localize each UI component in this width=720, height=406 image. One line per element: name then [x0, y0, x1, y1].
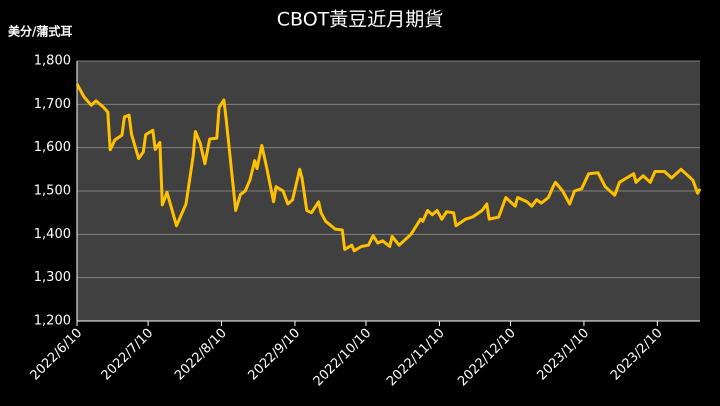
- y-tick-label: 1,300: [34, 270, 71, 285]
- y-tick-label: 1,400: [34, 227, 71, 242]
- y-axis-label: 美分/蒲式耳: [8, 24, 72, 39]
- y-tick-label: 1,600: [34, 140, 71, 155]
- chart-title: CBOT黃豆近月期貨: [277, 9, 444, 31]
- price-line: [75, 83, 702, 253]
- y-tick-label: 1,200: [34, 314, 71, 329]
- y-tick-label: 1,700: [34, 97, 71, 112]
- y-tick-label: 1,800: [34, 54, 71, 69]
- y-tick-label: 1,500: [34, 184, 71, 199]
